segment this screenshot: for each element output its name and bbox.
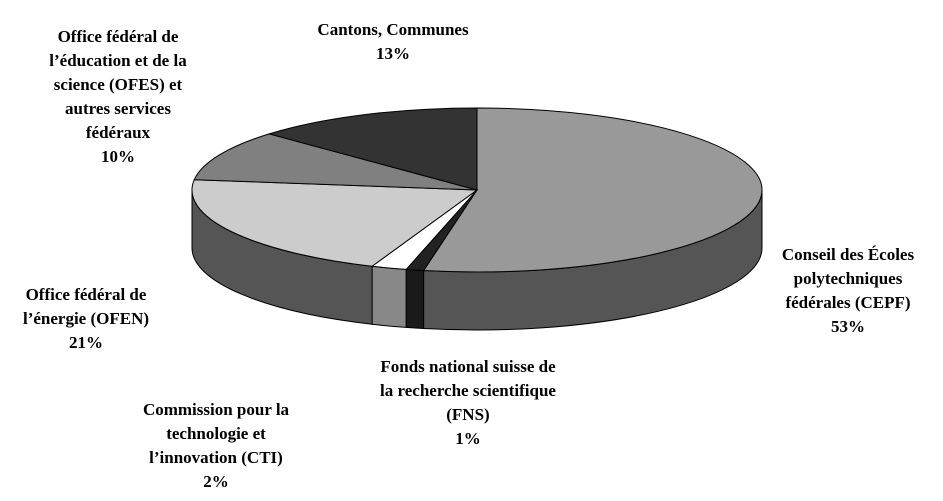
slice-side <box>405 268 425 330</box>
value-label: 21% <box>69 333 103 352</box>
value-label: 2% <box>203 472 229 491</box>
slice-label: Cantons, Communes 13% <box>273 18 513 66</box>
slice-label: Commission pour la technologie et l’inno… <box>132 398 300 494</box>
slice <box>191 179 479 267</box>
category-label: Commission pour la technologie et l’inno… <box>142 400 290 467</box>
slice-side <box>371 265 407 328</box>
slice-label: Office fédéral de l’éducation et de la s… <box>32 25 204 169</box>
category-label: Fonds national suisse de la recherche sc… <box>380 357 556 424</box>
value-label: 1% <box>455 429 481 448</box>
category-label: Office fédéral de l’éducation et de la s… <box>49 27 187 142</box>
slice <box>193 133 478 191</box>
value-label: 10% <box>101 147 135 166</box>
slice-label: Fonds national suisse de la recherche sc… <box>374 355 562 451</box>
slice-label: Office fédéral de l’énergie (OFEN) 21% <box>10 283 162 355</box>
category-label: Cantons, Communes <box>317 20 469 39</box>
slice <box>267 107 478 191</box>
category-label: Conseil des Écoles polytechniques fédéra… <box>781 245 915 312</box>
value-label: 53% <box>831 317 865 336</box>
category-label: Office fédéral de l’énergie (OFEN) <box>22 285 150 328</box>
value-label: 13% <box>376 44 410 63</box>
slice <box>422 107 763 273</box>
slice-label: Conseil des Écoles polytechniques fédéra… <box>762 243 934 339</box>
